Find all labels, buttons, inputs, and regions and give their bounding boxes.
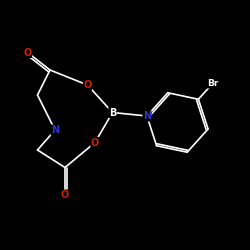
Text: B: B: [109, 108, 116, 118]
Text: O: O: [61, 190, 69, 200]
Text: N: N: [51, 125, 59, 135]
Text: N: N: [143, 111, 151, 121]
Text: O: O: [84, 80, 92, 90]
Text: Br: Br: [207, 79, 218, 88]
Text: O: O: [24, 48, 32, 58]
Text: O: O: [91, 138, 99, 147]
